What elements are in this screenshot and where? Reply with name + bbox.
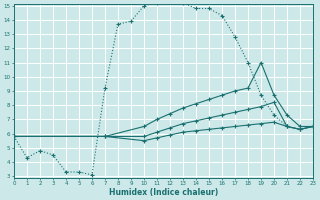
X-axis label: Humidex (Indice chaleur): Humidex (Indice chaleur) [109,188,218,197]
